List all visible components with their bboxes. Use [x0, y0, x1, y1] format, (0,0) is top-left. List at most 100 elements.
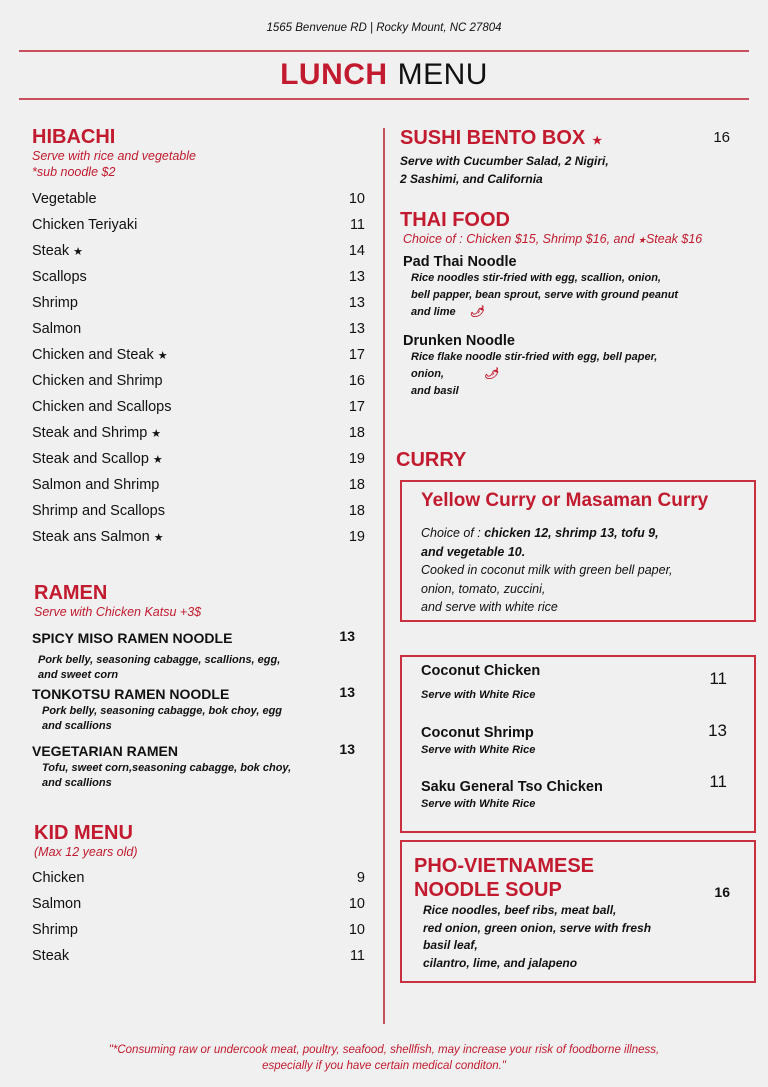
price: 13	[348, 321, 365, 337]
item-name: Steak	[32, 948, 70, 964]
description: Serve with White Rice	[421, 744, 536, 756]
description: Rice flake noodle stir-fried with egg, b…	[411, 351, 658, 363]
description: onion,	[411, 368, 444, 380]
kid-list: Chicken 9 Salmon 10 Shrimp 10 Steak 11	[32, 865, 365, 969]
star-icon: ★	[589, 135, 603, 147]
pho-title: NOODLE SOUP	[414, 879, 562, 901]
ramen-section: RAMEN Serve with Chicken Katsu +3$	[34, 582, 365, 620]
section-title: KID MENU	[34, 822, 133, 844]
special-item: Coconut Chicken Serve with White Rice	[421, 661, 741, 703]
section-title: THAI FOOD	[400, 209, 510, 231]
kid-menu-section: KID MENU (Max 12 years old)	[34, 822, 138, 860]
description: bell papper, bean sprout, serve with gro…	[411, 289, 679, 301]
price: 14	[348, 243, 365, 259]
special-item: Saku General Tso Chicken Serve with White…	[421, 777, 741, 812]
disclaimer-line: especially if you have certain medical c…	[262, 1060, 506, 1072]
item-name: Salmon	[32, 896, 82, 912]
item-name: Steak and Shrimp	[32, 425, 148, 441]
description: and scallions	[42, 777, 112, 789]
menu-item: Chicken 9	[32, 865, 365, 891]
curry-prices: chicken 12, shrimp 13, tofu 9,	[484, 526, 659, 540]
disclaimer: "*Consuming raw or undercook meat, poult…	[0, 1042, 768, 1074]
star-icon: ★	[157, 350, 168, 362]
title-lunch: LUNCH	[280, 58, 388, 91]
section-subtitle: Serve with rice and vegetable	[32, 149, 196, 163]
item-name: Chicken and Shrimp	[32, 373, 163, 389]
menu-item: Pad Thai Noodle Rice noodles stir-fried …	[403, 254, 745, 321]
description: Cooked in coconut milk with green bell p…	[421, 563, 673, 577]
section-title: CURRY	[396, 449, 467, 471]
section-subtitle: (Max 12 years old)	[34, 845, 138, 859]
description: Pork belly, seasoning cabagge, bok choy,…	[42, 705, 283, 717]
price: 11	[349, 217, 365, 233]
page-title: LUNCH MENU	[0, 58, 768, 92]
pho-title: PHO-VIETNAMESE	[414, 855, 595, 877]
menu-item: Steak 11	[32, 943, 365, 969]
description: Serve with White Rice	[421, 798, 536, 810]
item-name: Vegetable	[32, 191, 97, 207]
description: onion, tomato, zuccini,	[421, 581, 546, 596]
menu-item: Chicken Teriyaki 11	[32, 212, 365, 238]
price: 11	[709, 772, 727, 791]
item-name: Salmon and Shrimp	[32, 477, 160, 493]
price: 10	[348, 922, 365, 938]
ramen-item: SPICY MISO RAMEN NOODLE 13 Pork belly, sea…	[32, 628, 365, 683]
menu-item: Salmon 10	[32, 891, 365, 917]
menu-item: Steak and Shrimp ★ 18	[32, 420, 365, 446]
menu-item: Shrimp and Scallops 18	[32, 498, 365, 524]
star-icon: ★	[73, 246, 83, 258]
star-icon: ★	[152, 454, 163, 466]
divider	[19, 98, 749, 100]
description: red onion, green onion, serve with fresh	[423, 920, 652, 935]
price: 18	[348, 425, 365, 441]
menu-item: Steak ★ 14	[32, 238, 365, 264]
pho-box: PHO-VIETNAMESE NOODLE SOUP 16 Rice noodl…	[400, 840, 756, 983]
price: 17	[348, 399, 365, 415]
section-subtitle: Steak $16	[645, 232, 703, 246]
description: Rice noodles, beef ribs, meat ball,	[423, 903, 617, 917]
specials-box: Coconut Chicken Serve with White Rice 11 Co…	[400, 655, 756, 833]
menu-item: Chicken and Shrimp 16	[32, 368, 365, 394]
menu-item: Chicken and Scallops 17	[32, 394, 365, 420]
menu-item: Steak and Scallop ★ 19	[32, 446, 365, 472]
price: 11	[709, 669, 727, 688]
description: and sweet corn	[38, 669, 119, 681]
description: Tofu, sweet corn,seasoning cabagge, bok …	[42, 762, 292, 774]
item-name: Scallops	[32, 269, 87, 285]
price: 13	[339, 684, 355, 700]
menu-item: Steak ans Salmon ★ 19	[32, 524, 365, 550]
item-name: Shrimp	[32, 295, 78, 311]
item-name: Shrimp	[32, 922, 78, 938]
ramen-item: VEGETARIAN RAMEN 13 Tofu, sweet corn,seaso…	[32, 741, 365, 791]
item-name: Chicken Teriyaki	[32, 217, 138, 233]
ramen-item: TONKOTSU RAMEN NOODLE 13 Pork belly, seaso…	[32, 684, 365, 734]
star-icon: ★	[151, 428, 162, 440]
price: 18	[348, 503, 365, 519]
price: 16	[348, 373, 365, 389]
item-name: Steak ans Salmon	[32, 529, 150, 545]
menu-item: Shrimp 10	[32, 917, 365, 943]
item-name: Coconut Chicken	[421, 663, 541, 679]
item-name: Steak and Scallop	[32, 451, 149, 467]
item-name: SPICY MISO RAMEN NOODLE	[32, 630, 233, 646]
price: 10	[348, 191, 365, 207]
divider	[19, 50, 749, 52]
description: and lime	[411, 306, 456, 318]
column-divider	[383, 128, 385, 1024]
sushi-section: SUSHI BENTO BOX ★ 16 Serve with Cucumber…	[400, 127, 730, 188]
thai-section: THAI FOOD Choice of : Chicken $15, Shrim…	[400, 209, 745, 400]
menu-item: Scallops 13	[32, 264, 365, 290]
address: 1565 Benvenue RD | Rocky Mount, NC 27804	[266, 22, 502, 34]
hibachi-list: Vegetable 10 Chicken Teriyaki 11 Steak ★ 14 Sca…	[32, 186, 365, 550]
description: Serve with Cucumber Salad, 2 Nigiri,	[400, 154, 609, 168]
chili-pepper-icon: 🌶	[484, 368, 498, 380]
menu-item: Shrimp 13	[32, 290, 365, 316]
description: and scallions	[42, 720, 112, 732]
price: 13	[339, 628, 355, 644]
description: cilantro, lime, and jalapeno	[423, 955, 578, 970]
description: Rice noodles stir-fried with egg, scalli…	[411, 272, 661, 284]
price: 17	[348, 347, 365, 363]
item-name: Shrimp and Scallops	[32, 503, 165, 519]
item-name: VEGETARIAN RAMEN	[32, 743, 178, 759]
item-name: Chicken	[32, 870, 85, 886]
